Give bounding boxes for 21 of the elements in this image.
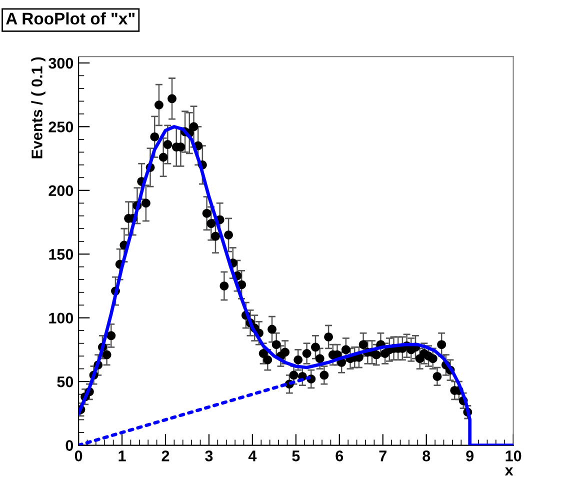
x-tick-label: 0 — [74, 450, 82, 462]
y-tick-label: 200 — [48, 185, 74, 196]
x-axis-title: x — [504, 467, 514, 476]
x-tick-label: 5 — [292, 450, 300, 462]
y-tick-label: 300 — [48, 58, 74, 69]
x-tick-label: 9 — [466, 450, 474, 462]
x-tick-label: 1 — [118, 450, 126, 462]
y-tick-label: 50 — [57, 376, 74, 388]
x-tick-label: 10 — [506, 450, 522, 462]
y-tick-label: 0 — [66, 440, 74, 451]
x-tick-label: 2 — [162, 450, 170, 462]
x-tick-label: 4 — [248, 450, 257, 462]
y-axis-title: Events / ( 0.1 ) — [31, 57, 46, 158]
y-tick-label: 150 — [49, 248, 74, 260]
x-tick-label: 6 — [336, 450, 344, 462]
x-tick-label: 3 — [205, 450, 213, 462]
y-tick-label: 100 — [49, 312, 74, 324]
x-tick-label: 8 — [422, 450, 430, 462]
chart-title: A RooPlot of "x" — [6, 12, 134, 25]
x-tick-label: 7 — [379, 450, 386, 462]
y-tick-label: 250 — [48, 122, 74, 132]
